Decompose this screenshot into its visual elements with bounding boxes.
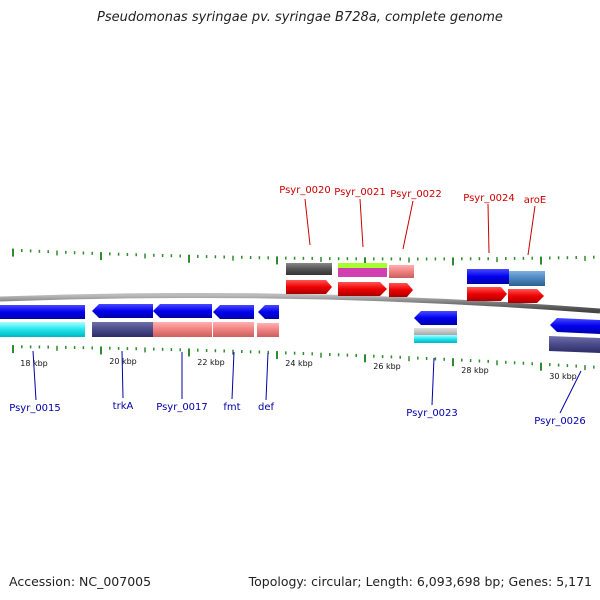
outer-tick-ring <box>12 248 595 266</box>
leader-line-psyr-0020 <box>304 198 311 246</box>
gene-feature-trka[interactable] <box>92 322 153 337</box>
gene-arrow-psyr-0021[interactable] <box>338 282 387 296</box>
gene-arrow-trka[interactable] <box>92 304 153 318</box>
leader-line-psyr-0026 <box>559 370 582 414</box>
leader-line-psyr-0022 <box>402 200 414 250</box>
gene-feature-psyr-0026[interactable] <box>549 336 600 353</box>
gene-label-aroe[interactable]: aroE <box>524 195 546 206</box>
gene-label-fmt[interactable]: fmt <box>223 402 240 413</box>
reverse-gene-labels: Psyr_0015 trkA Psyr_0017 fmt def Psyr_00… <box>9 350 586 427</box>
gene-feature-psyr-0022[interactable] <box>389 265 414 278</box>
gene-label-psyr-0023[interactable]: Psyr_0023 <box>406 408 458 419</box>
gene-feature-psyr-0023[interactable] <box>414 335 457 343</box>
genome-title: Pseudomonas syringae pv. syringae B728a,… <box>97 10 503 25</box>
gene-arrow-psyr-0015[interactable] <box>0 305 85 319</box>
gene-label-psyr-0020[interactable]: Psyr_0020 <box>279 185 331 196</box>
reverse-strand-genes <box>0 304 600 353</box>
leader-line-psyr-0023 <box>431 357 435 406</box>
gene-label-psyr-0026[interactable]: Psyr_0026 <box>534 416 586 427</box>
gene-arrow-psyr-0017[interactable] <box>153 304 212 318</box>
gene-arrow-fmt[interactable] <box>213 305 254 319</box>
leader-line-def <box>265 352 269 401</box>
scale-label: 20 kbp <box>109 357 137 366</box>
gene-arrow-psyr-0026[interactable] <box>550 318 600 334</box>
genome-summary-label: Topology: circular; Length: 6,093,698 bp… <box>248 574 592 589</box>
scale-label: 26 kbp <box>373 362 401 371</box>
gene-label-psyr-0022[interactable]: Psyr_0022 <box>390 189 442 200</box>
gene-label-trka[interactable]: trkA <box>113 401 134 412</box>
scale-label: 22 kbp <box>197 358 225 367</box>
gene-arrow-psyr-0022[interactable] <box>389 283 413 297</box>
gene-feature-psyr-0021[interactable] <box>338 268 387 277</box>
genome-backbone <box>0 292 600 314</box>
gene-arrow-def[interactable] <box>258 305 279 319</box>
gene-label-psyr-0017[interactable]: Psyr_0017 <box>156 402 208 413</box>
gene-arrow-psyr-0020[interactable] <box>286 280 332 294</box>
leader-line-fmt <box>231 351 235 400</box>
leader-line-psyr-0021 <box>359 198 364 248</box>
gene-arrow-aroe[interactable] <box>508 289 544 303</box>
gene-feature-aroe[interactable] <box>509 271 545 286</box>
forward-gene-labels: Psyr_0020 Psyr_0021 Psyr_0022 Psyr_0024 … <box>279 185 546 256</box>
accession-label: Accession: NC_007005 <box>9 574 152 589</box>
forward-strand-genes <box>286 263 545 303</box>
gene-feature-psyr-0017[interactable] <box>153 322 212 337</box>
gene-feature-psyr-0024[interactable] <box>467 269 509 284</box>
gene-feature-fmt[interactable] <box>213 322 254 337</box>
leader-line-psyr-0015 <box>32 350 37 401</box>
scale-label: 28 kbp <box>461 366 489 375</box>
gene-feature-psyr-0020[interactable] <box>286 263 332 275</box>
scale-labels: 18 kbp 20 kbp 22 kbp 24 kbp 26 kbp 28 kb… <box>20 357 577 381</box>
gene-feature-def[interactable] <box>257 323 279 337</box>
gene-label-psyr-0024[interactable]: Psyr_0024 <box>463 193 515 204</box>
leader-line-psyr-0024 <box>487 203 490 254</box>
leader-line-aroe <box>527 205 536 256</box>
gene-feature-psyr-0021-top[interactable] <box>338 263 387 268</box>
gene-feature-psyr-0015[interactable] <box>0 322 85 337</box>
gene-label-psyr-0015[interactable]: Psyr_0015 <box>9 403 61 414</box>
leader-line-trka <box>121 350 124 399</box>
inner-tick-ring <box>12 345 595 371</box>
gene-feature-psyr-0023-top[interactable] <box>414 328 457 335</box>
scale-label: 24 kbp <box>285 359 313 368</box>
gene-label-psyr-0021[interactable]: Psyr_0021 <box>334 187 386 198</box>
gene-arrow-psyr-0023[interactable] <box>414 311 457 325</box>
scale-label: 30 kbp <box>549 372 577 381</box>
gene-label-def[interactable]: def <box>258 402 275 413</box>
gene-arrow-psyr-0024[interactable] <box>467 287 507 301</box>
